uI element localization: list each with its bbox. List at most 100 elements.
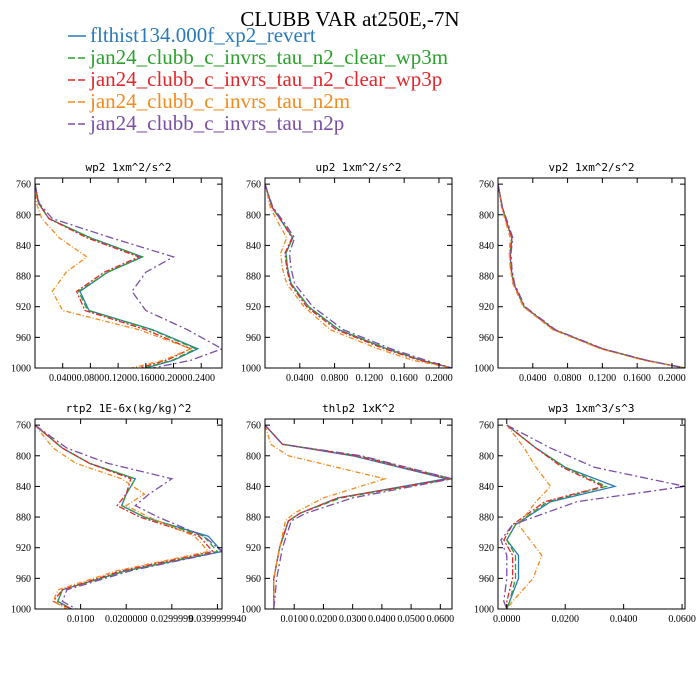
series-line-5 [265, 183, 452, 368]
panel-frame [264, 418, 453, 610]
x-tick-label: 0.0100 [67, 614, 95, 625]
y-tick-label: 960 [246, 333, 261, 344]
x-tick-label: 0.0400 [610, 614, 638, 625]
panel-4: rtp2 1E-6x(kg/kg)^2 760 800 840 880 920 960 100… [11, 402, 246, 625]
y-tick-label: 1000 [11, 364, 31, 375]
y-tick-label: 920 [16, 302, 31, 313]
panel-title: wp2 1xm^2/s^2 [85, 161, 171, 174]
x-tick-label: 0.0100 [280, 614, 308, 625]
y-tick-label: 920 [479, 543, 494, 554]
series-line-1 [498, 183, 685, 368]
y-tick-label: 920 [479, 302, 494, 313]
panel-1: wp2 1xm^2/s^2 760 800 840 880 920 960 1000 0.040… [11, 161, 223, 384]
x-tick-label: 0.1600 [132, 373, 160, 384]
x-tick-label: 0.0600 [427, 614, 455, 625]
y-tick-label: 880 [246, 272, 261, 283]
series-line-3 [35, 183, 193, 368]
figure-title: CLUBB VAR at250E,-7N [240, 7, 459, 31]
y-tick-label: 800 [16, 210, 31, 221]
y-tick-label: 760 [16, 180, 31, 191]
x-tick-label: 0.0800 [554, 373, 582, 384]
panel-2: up2 1xm^2/s^2 760 800 840 880 920 960 1000 0.040… [241, 161, 453, 384]
panel-frame [264, 177, 453, 369]
legend: flthist134.000f_xp2_revertjan24_clubb_c_… [68, 23, 448, 135]
y-tick-label: 840 [246, 241, 261, 252]
x-tick-label: 0.0200 [310, 614, 338, 625]
series-line-5 [498, 183, 685, 368]
series-line-3 [498, 183, 685, 368]
y-tick-label: 920 [246, 543, 261, 554]
x-tick-label: 0.1200 [356, 373, 384, 384]
series-line-4 [265, 424, 388, 609]
x-tick-label: 0.0399999940 [189, 614, 247, 625]
panel-frame [497, 418, 686, 610]
y-tick-label: 1000 [11, 605, 31, 616]
x-tick-label: 0.1600 [623, 373, 651, 384]
legend-label: jan24_clubb_c_invrs_tau_n2_clear_wp3m [89, 45, 448, 69]
x-tick-label: 0.0200 [551, 614, 579, 625]
y-tick-label: 760 [246, 421, 261, 432]
series-line-4 [35, 424, 210, 609]
y-tick-label: 960 [16, 333, 31, 344]
x-tick-label: 0.0400 [368, 614, 396, 625]
y-tick-label: 1000 [474, 605, 494, 616]
y-tick-label: 800 [479, 210, 494, 221]
series-line-3 [265, 183, 452, 368]
x-tick-label: 0.0500 [397, 614, 425, 625]
x-tick-label: 0.0400 [49, 373, 77, 384]
y-tick-label: 880 [16, 272, 31, 283]
series-line-2 [265, 424, 452, 609]
x-tick-label: 0.1200 [104, 373, 132, 384]
series-line-2 [498, 183, 685, 368]
panel-3: vp2 1xm^2/s^2 760 800 840 880 920 960 1000 0.040… [474, 161, 686, 384]
y-tick-label: 760 [246, 180, 261, 191]
x-tick-label: 0.0299999 [151, 614, 194, 625]
x-tick-label: 0.0400 [286, 373, 314, 384]
series-line-2 [35, 424, 219, 609]
y-tick-label: 840 [479, 241, 494, 252]
y-tick-label: 760 [479, 180, 494, 191]
y-tick-label: 800 [246, 451, 261, 462]
series-line-1 [265, 424, 447, 609]
panel-title: vp2 1xm^2/s^2 [548, 161, 634, 174]
panels: wp2 1xm^2/s^2 760 800 840 880 920 960 1000 0.040… [11, 161, 696, 625]
series-line-3 [35, 424, 215, 609]
x-tick-label: 0.2000 [658, 373, 686, 384]
series-line-3 [265, 424, 450, 609]
panel-title: thlp2 1xK^2 [322, 402, 395, 415]
y-tick-label: 1000 [241, 364, 261, 375]
series-line-1 [35, 424, 222, 609]
panel-title: wp3 1xm^3/s^3 [548, 402, 634, 415]
panel-title: rtp2 1E-6x(kg/kg)^2 [66, 402, 192, 415]
y-tick-label: 880 [479, 272, 494, 283]
legend-label: jan24_clubb_c_invrs_tau_n2_clear_wp3p [89, 67, 442, 91]
y-tick-label: 920 [246, 302, 261, 313]
x-tick-label: 0.2400 [187, 373, 215, 384]
x-tick-label: 0.2000 [425, 373, 453, 384]
series-line-4 [35, 184, 193, 368]
y-tick-label: 1000 [241, 605, 261, 616]
x-tick-label: 0.1600 [390, 373, 418, 384]
y-tick-label: 800 [16, 451, 31, 462]
y-tick-label: 920 [16, 543, 31, 554]
y-tick-label: 840 [16, 241, 31, 252]
y-tick-label: 760 [479, 421, 494, 432]
legend-label: jan24_clubb_c_invrs_tau_n2m [89, 89, 350, 113]
y-tick-label: 880 [246, 513, 261, 524]
series-line-4 [506, 424, 552, 609]
series-line-5 [500, 424, 685, 609]
y-tick-label: 800 [479, 451, 494, 462]
x-tick-label: 0.2000 [160, 373, 188, 384]
legend-label: jan24_clubb_c_invrs_tau_n2p [89, 111, 344, 135]
panel-6: wp3 1xm^3/s^3 760 800 840 880 920 960 10000.000… [474, 402, 696, 625]
series-line-2 [506, 424, 609, 609]
series-line-1 [35, 183, 200, 368]
x-tick-label: 0.0800 [321, 373, 349, 384]
series-line-4 [265, 183, 452, 368]
y-tick-label: 1000 [474, 364, 494, 375]
series-line-5 [265, 424, 452, 609]
y-tick-label: 800 [246, 210, 261, 221]
x-tick-label: 0.1200 [589, 373, 617, 384]
y-tick-label: 960 [479, 333, 494, 344]
series-line-5 [35, 424, 222, 609]
